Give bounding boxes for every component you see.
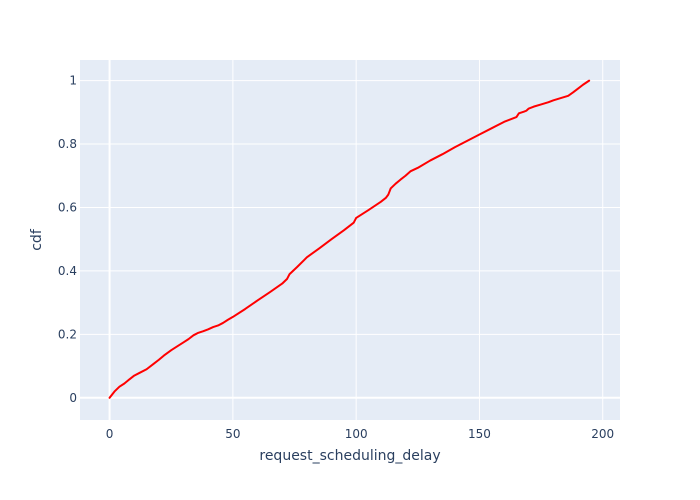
x-tick-label: 50 [225,427,240,441]
x-tick-label: 100 [345,427,368,441]
tick-labels: 0 50 100 150 200 0 0.2 0.4 0.6 0.8 1 [58,74,614,441]
x-tick-label: 150 [468,427,491,441]
y-tick-label: 1 [69,74,77,88]
series-layer [108,79,591,399]
grid-lines [80,60,620,420]
y-tick-label: 0.8 [58,137,77,151]
x-tick-label: 0 [106,427,114,441]
y-tick-label: 0.6 [58,200,77,214]
series-line [108,79,591,399]
y-tick-label: 0.2 [58,327,77,341]
y-tick-label: 0.4 [58,264,77,278]
plot-background [80,60,620,420]
y-tick-label: 0 [69,391,77,405]
x-axis-title: request_scheduling_delay [259,448,440,464]
y-axis-title: cdf [29,228,45,251]
x-tick-label: 200 [591,427,614,441]
